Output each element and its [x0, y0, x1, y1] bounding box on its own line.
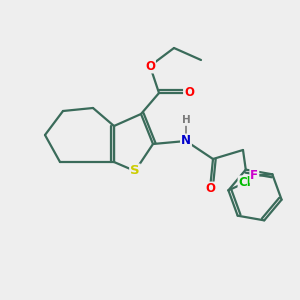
Text: S: S	[130, 164, 140, 178]
Text: O: O	[145, 59, 155, 73]
Text: N: N	[181, 134, 191, 148]
Text: O: O	[205, 182, 215, 196]
Text: Cl: Cl	[238, 176, 251, 189]
Text: O: O	[184, 86, 194, 100]
Text: F: F	[250, 169, 258, 182]
Text: H: H	[182, 115, 190, 125]
